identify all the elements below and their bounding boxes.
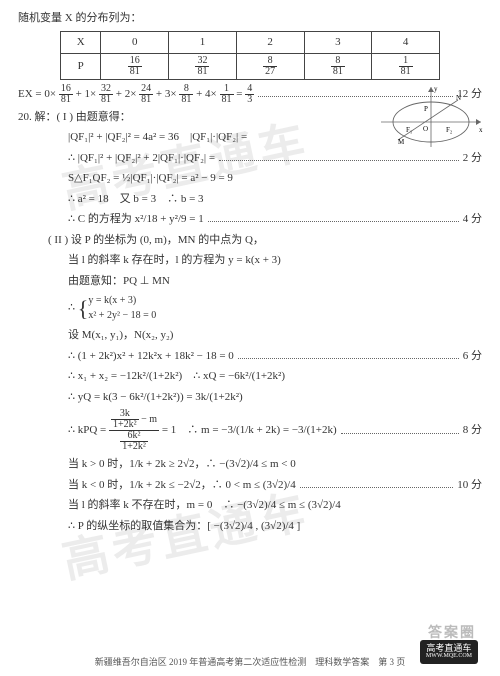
solution-line: ∴ |QF₁|² + |QF₂|² + 2|QF₁|·|QF₂| = 2 分 [18,150,482,167]
solution-line: ∴ P 的纵坐标的取值集合为：[ −(3√2)/4 , (3√2)/4 ] [18,518,482,535]
math-text: 当 k < 0 时，1/k + 2k ≤ −2√2，∴ 0 < m ≤ (3√2… [68,477,296,494]
frac-num: 8 [179,84,193,95]
distribution-table: X 0 1 2 3 4 P 1681 3281 827 881 181 [60,31,440,80]
frac-den: 81 [195,67,209,77]
solution-line: ∴ a² = 18 又 b = 3 ∴ b = 3 [18,191,482,208]
brace-line: y = k(x + 3) [88,293,156,308]
frac-den: 81 [331,67,345,77]
ex-prefix: EX = 0× [18,88,56,100]
solution-line: ∴ kPQ = 3k1+2k² − m6k²1+2k² = 1 ∴ m = −3… [18,409,482,452]
frac-num: 32 [195,56,209,67]
score-marker: 2 分 [463,150,482,167]
frac-den: 81 [220,95,234,105]
math-text: + 4× [196,88,217,100]
row-label: P [61,53,101,79]
frac-num: 8 [263,56,277,67]
frac-den: 81 [139,95,153,105]
solution-line: 当 k < 0 时，1/k + 2k ≤ −2√2，∴ 0 < m ≤ (3√2… [18,477,482,494]
math-text: + 2× [116,88,137,100]
score-marker: 8 分 [463,422,482,439]
solution-line: ∴ (1 + 2k²)x² + 12k²x + 18k² − 18 = 0 6 分 [18,348,482,365]
intro-text: 随机变量 X 的分布列为： [18,10,482,27]
math-text: ∴ (1 + 2k²)x² + 12k²x + 18k² − 18 = 0 [68,348,234,365]
math-text: + 1× [76,88,97,100]
svg-text:N: N [456,94,461,102]
header-cell: X [61,31,101,53]
solution-line: |QF₁|² + |QF₂|² = 4a² = 36 |QF₁|·|QF₂| = [18,129,482,146]
frac-den: 3 [245,95,254,105]
solution-line: ∴ {y = k(x + 3)x² + 2y² − 18 = 0 [18,293,482,323]
score-marker: 10 分 [457,477,482,494]
frac-num: 4 [245,84,254,95]
frac-num: 1 [220,84,234,95]
solution-line: S△F₁QF₂ = ½|QF₁|·|QF₂| = a² − 9 = 9 [18,170,482,187]
header-cell: 2 [236,31,304,53]
table-row: X 0 1 2 3 4 [61,31,440,53]
math-text: ∴ kPQ = 3k1+2k² − m6k²1+2k² = 1 ∴ m = −3… [68,409,337,452]
frac-den: 81 [179,95,193,105]
solution-line: 由题意知：PQ ⊥ MN [18,273,482,290]
solution-line: 设 M(x₁, y₁)，N(x₂, y₂) [18,327,482,344]
frac-num: 16 [59,84,73,95]
solution-line: 当 l 的斜率 k 不存在时，m = 0 ∴ −(3√2)/4 ≤ m ≤ (3… [18,497,482,514]
math-text: ∴ |QF₁|² + |QF₂|² + 2|QF₁|·|QF₂| = [68,150,215,167]
frac-den: 81 [128,67,142,77]
footer-logo: 高考直通车 MWW.MQE.COM [420,640,478,664]
header-cell: 1 [169,31,237,53]
solution-line: ∴ C 的方程为 x²/18 + y²/9 = 1 4 分 [18,211,482,228]
brace-line: x² + 2y² − 18 = 0 [88,308,156,323]
math-text: = [236,88,245,100]
partII-header: ( II ) 设 P 的坐标为 (0, m)，MN 的中点为 Q， [18,232,482,249]
table-row: P 1681 3281 827 881 181 [61,53,440,79]
math-text: ∴ C 的方程为 x²/18 + y²/9 = 1 [68,211,204,228]
solution-line: ∴ yQ = k(3 − 6k²/(1+2k²)) = 3k/(1+2k²) [18,389,482,406]
frac-den: 81 [99,95,113,105]
frac-den: 81 [399,67,413,77]
frac-den: 81 [59,95,73,105]
header-cell: 4 [372,31,440,53]
footer-logo-top: 高考直通车 [426,644,472,654]
frac-num: 16 [128,56,142,67]
frac-num: 8 [331,56,345,67]
solution-line: 当 k > 0 时，1/k + 2k ≥ 2√2，∴ −(3√2)/4 ≤ m … [18,456,482,473]
score-marker: 6 分 [463,348,482,365]
header-cell: 0 [101,31,169,53]
frac-den: 27 [263,67,277,77]
frac-num: 1 [399,56,413,67]
footer-logo-bottom: MWW.MQE.COM [426,653,472,660]
frac-num: 24 [139,84,153,95]
math-text: + 3× [156,88,177,100]
svg-text:y: y [434,85,438,93]
frac-num: 32 [99,84,113,95]
header-cell: 3 [304,31,372,53]
svg-text:P: P [424,105,428,113]
solution-line: ∴ x₁ + x₂ = −12k²/(1+2k²) ∴ xQ = −6k²/(1… [18,368,482,385]
solution-line: 当 l 的斜率 k 存在时，l 的方程为 y = k(x + 3) [18,252,482,269]
score-marker: 4 分 [463,211,482,228]
